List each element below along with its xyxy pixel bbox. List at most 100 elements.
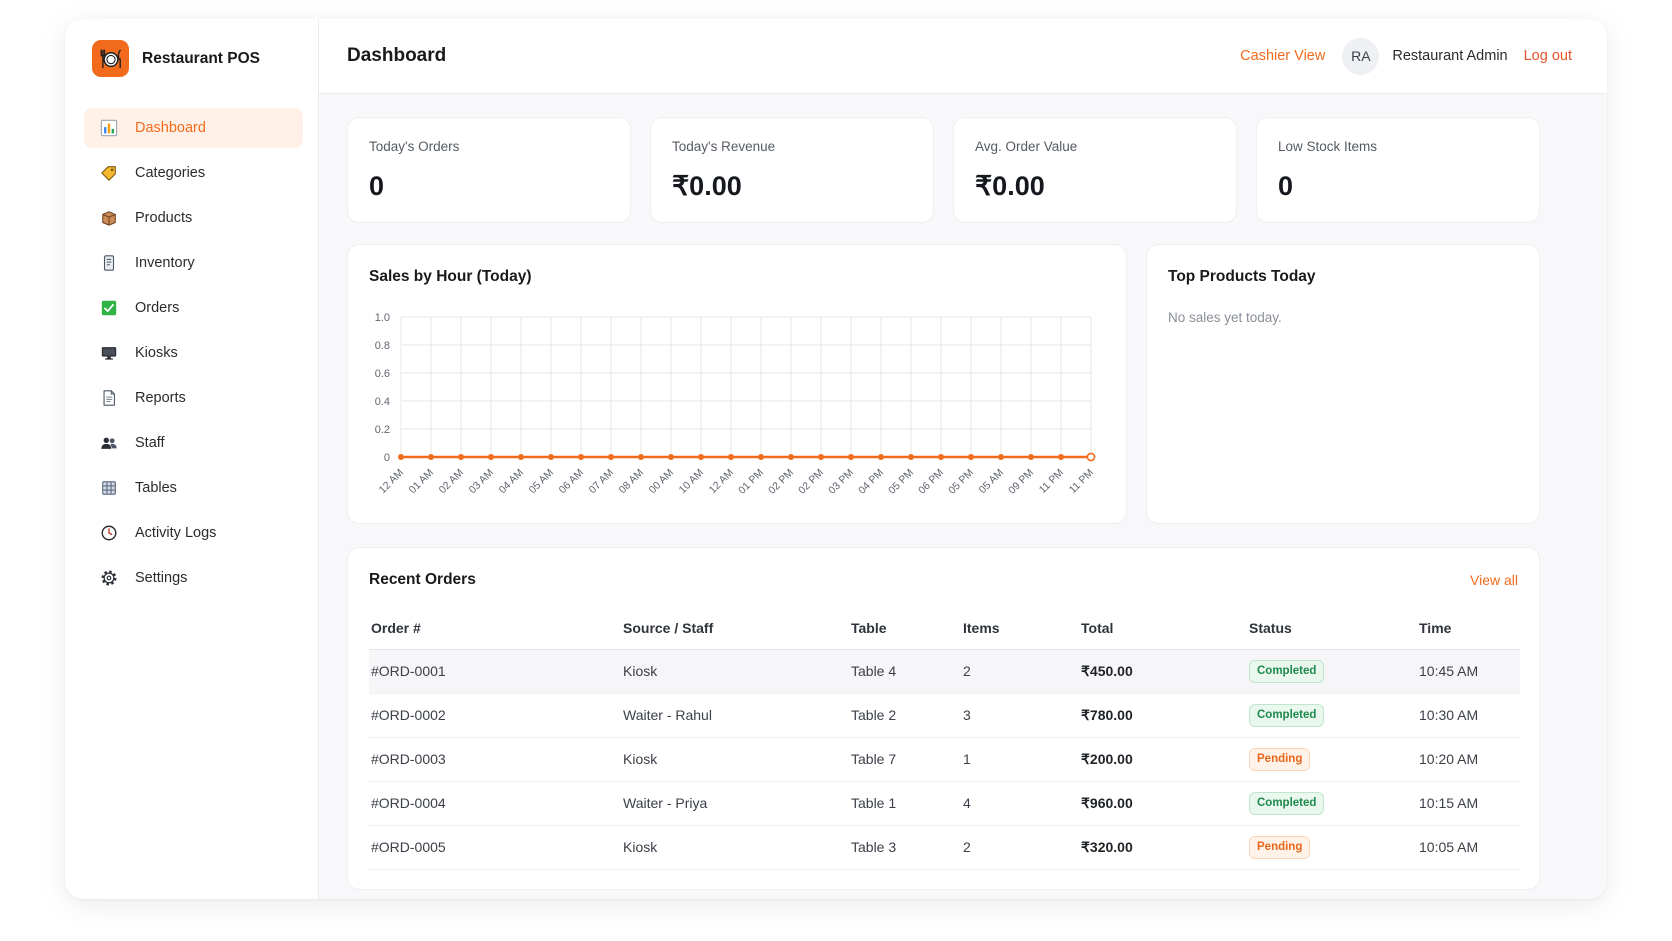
column-header-order: Order #	[369, 608, 621, 650]
order-number: #ORD-0004	[369, 781, 621, 826]
order-items: 2	[961, 649, 1079, 694]
clock-icon	[99, 523, 119, 543]
sidebar-item-label: Kiosks	[135, 345, 178, 361]
data-point	[758, 454, 764, 460]
brand[interactable]: Restaurant POS	[92, 40, 260, 77]
order-time: 10:30 AM	[1417, 693, 1520, 738]
data-point	[818, 454, 824, 460]
y-tick-label: 1.0	[375, 312, 390, 324]
check-box-icon	[99, 298, 119, 318]
recent-orders-table: Order # Source / Staff Table Items Total…	[369, 608, 1520, 870]
table-row[interactable]: #ORD-0004 Waiter - Priya Table 1 4 ₹960.…	[369, 781, 1520, 826]
data-point	[608, 454, 614, 460]
data-point	[698, 454, 704, 460]
bar-chart-icon	[99, 118, 119, 138]
data-point	[668, 454, 674, 460]
x-tick-label: 02 PM	[766, 467, 796, 497]
box-icon	[99, 208, 119, 228]
sidebar-nav: Dashboard Categories Products Inventory	[84, 108, 303, 603]
order-items: 2	[961, 825, 1079, 870]
sidebar-item-activity-logs[interactable]: Activity Logs	[84, 513, 303, 553]
order-total: ₹450.00	[1079, 649, 1247, 694]
order-source: Kiosk	[621, 825, 849, 870]
empty-state-text: No sales yet today.	[1168, 310, 1282, 325]
order-time: 10:05 AM	[1417, 825, 1520, 870]
document-icon	[99, 388, 119, 408]
x-tick-label: 04 PM	[856, 467, 886, 497]
table-row[interactable]: #ORD-0003 Kiosk Table 7 1 ₹200.00 Pendin…	[369, 737, 1520, 782]
app-window: Restaurant POS Dashboard Categories Prod…	[65, 19, 1607, 899]
sidebar-item-orders[interactable]: Orders	[84, 288, 303, 328]
column-header-time: Time	[1417, 608, 1520, 650]
sidebar-item-label: Settings	[135, 570, 188, 586]
order-status-cell: Completed	[1247, 693, 1417, 738]
sidebar-item-tables[interactable]: Tables	[84, 468, 303, 508]
order-status-cell: Pending	[1247, 737, 1417, 782]
monitor-icon	[99, 343, 119, 363]
column-header-status: Status	[1247, 608, 1417, 650]
status-badge: Completed	[1249, 659, 1325, 683]
stat-value: ₹0.00	[975, 171, 1045, 201]
order-table: Table 2	[849, 693, 961, 738]
stat-value: ₹0.00	[672, 171, 742, 201]
sidebar-item-label: Tables	[135, 480, 177, 496]
chart-title: Sales by Hour (Today)	[369, 268, 532, 285]
sidebar-item-kiosks[interactable]: Kiosks	[84, 333, 303, 373]
order-source: Kiosk	[621, 649, 849, 694]
table-row[interactable]: #ORD-0005 Kiosk Table 3 2 ₹320.00 Pendin…	[369, 825, 1520, 870]
order-source: Waiter - Priya	[621, 781, 849, 826]
top-bar: Dashboard Cashier View RA Restaurant Adm…	[319, 19, 1607, 94]
sidebar-item-label: Dashboard	[135, 120, 206, 136]
logout-link[interactable]: Log out	[1523, 48, 1572, 64]
sidebar-item-dashboard[interactable]: Dashboard	[84, 108, 303, 148]
sidebar-item-settings[interactable]: Settings	[84, 558, 303, 598]
order-total: ₹960.00	[1079, 781, 1247, 826]
order-total: ₹200.00	[1079, 737, 1247, 782]
column-header-table: Table	[849, 608, 961, 650]
data-point	[518, 454, 524, 460]
order-status-cell: Pending	[1247, 825, 1417, 870]
data-point	[458, 454, 464, 460]
x-tick-label: 01 AM	[407, 467, 437, 497]
stat-card-avg-order-value: Avg. Order Value ₹0.00	[953, 117, 1237, 223]
order-time: 10:45 AM	[1417, 649, 1520, 694]
column-header-total: Total	[1079, 608, 1247, 650]
people-icon	[99, 433, 119, 453]
sidebar-item-products[interactable]: Products	[84, 198, 303, 238]
x-tick-label: 03 PM	[826, 467, 856, 497]
stat-value: 0	[1278, 171, 1294, 201]
x-tick-label: 11 PM	[1037, 467, 1066, 496]
x-tick-label: 05 PM	[886, 467, 916, 497]
view-all-link[interactable]: View all	[1470, 572, 1518, 588]
x-axis-labels: 12 AM 01 AM 02 AM 03 AM 04 AM 05 AM 06 AM 07 AM…	[377, 467, 1097, 497]
data-point	[908, 454, 914, 460]
table-row[interactable]: #ORD-0001 Kiosk Table 4 2 ₹450.00 Comple…	[369, 649, 1520, 694]
data-point	[488, 454, 494, 460]
sidebar-item-categories[interactable]: Categories	[84, 153, 303, 193]
sidebar-item-inventory[interactable]: Inventory	[84, 243, 303, 283]
x-tick-label: 06 AM	[557, 467, 587, 497]
x-tick-label: 12 AM	[377, 467, 407, 497]
order-number: #ORD-0002	[369, 693, 621, 738]
data-point	[1058, 454, 1064, 460]
sidebar-item-reports[interactable]: Reports	[84, 378, 303, 418]
data-point	[968, 454, 974, 460]
x-tick-label: 08 AM	[617, 467, 647, 497]
cashier-view-link[interactable]: Cashier View	[1240, 48, 1326, 64]
gear-icon	[99, 568, 119, 588]
order-items: 1	[961, 737, 1079, 782]
x-tick-label: 02 AM	[437, 467, 467, 497]
avatar[interactable]: RA	[1342, 37, 1380, 75]
order-table: Table 3	[849, 825, 961, 870]
sidebar-item-staff[interactable]: Staff	[84, 423, 303, 463]
table-row[interactable]: #ORD-0002 Waiter - Rahul Table 2 3 ₹780.…	[369, 693, 1520, 738]
sidebar-item-label: Categories	[135, 165, 206, 181]
order-table: Table 1	[849, 781, 961, 826]
y-tick-label: 0.2	[375, 424, 390, 436]
y-tick-label: 0	[384, 452, 390, 464]
data-point	[1086, 452, 1096, 462]
order-source: Waiter - Rahul	[621, 693, 849, 738]
stat-card-todays-revenue: Today's Revenue ₹0.00	[650, 117, 934, 223]
x-tick-label: 07 AM	[587, 467, 617, 497]
x-tick-label: 02 PM	[796, 467, 826, 497]
